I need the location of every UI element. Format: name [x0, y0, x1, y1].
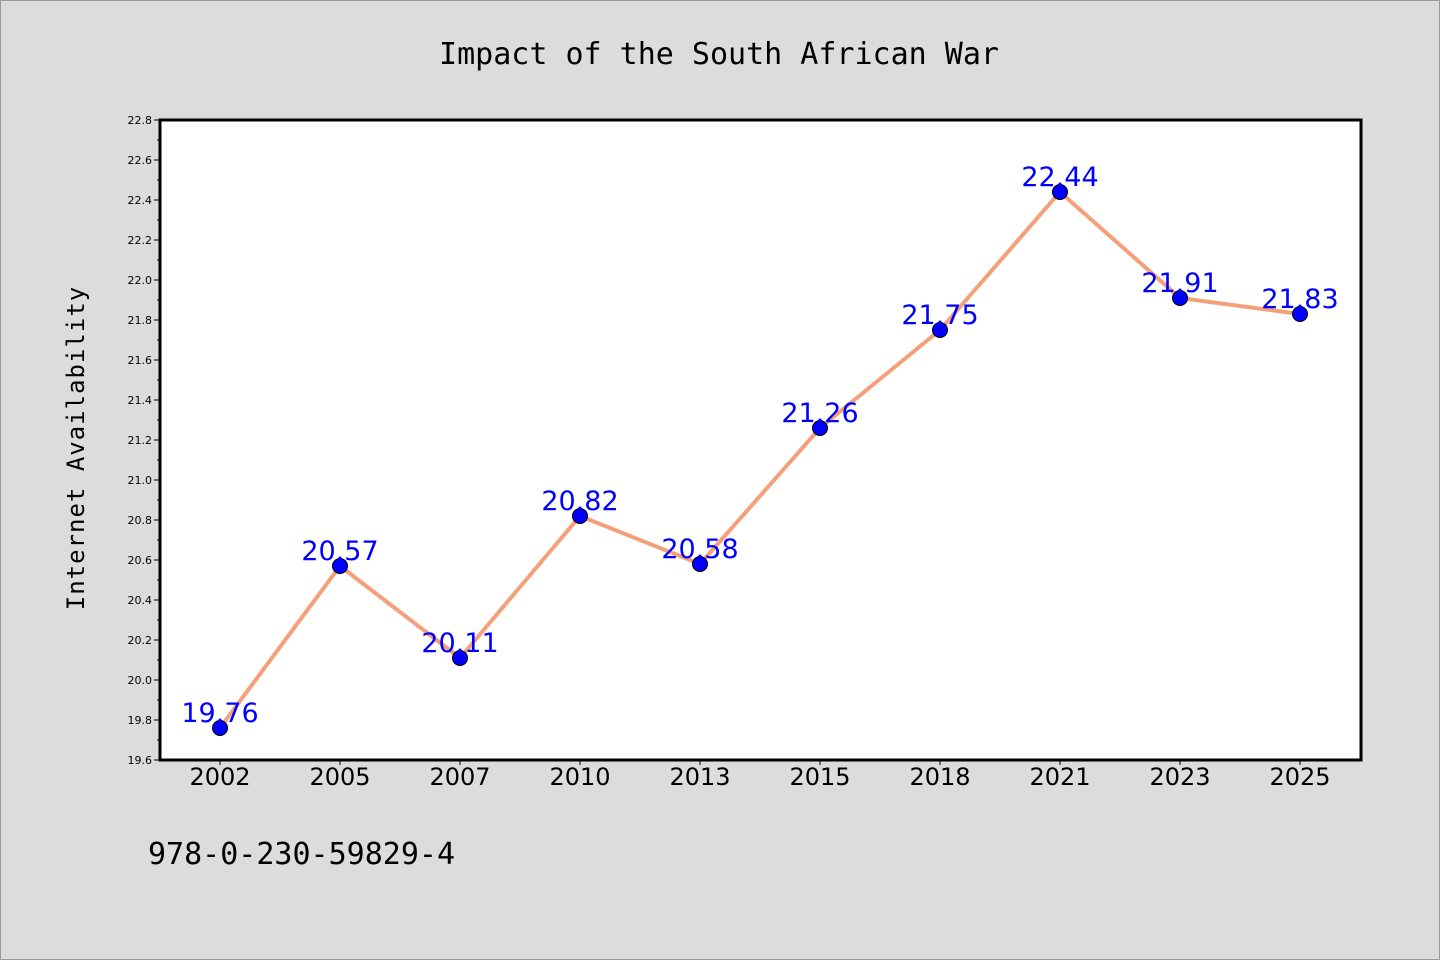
plot-area: [160, 120, 1361, 760]
y-tick-label: 19.6: [128, 754, 153, 767]
x-tick-label: 2013: [669, 763, 730, 791]
y-tick-label: 20.6: [128, 554, 153, 567]
data-label: 20.58: [661, 534, 738, 565]
data-point: [212, 720, 228, 736]
y-tick-label: 22.4: [128, 194, 153, 207]
y-tick-label: 20.2: [128, 634, 153, 647]
chart-title: Impact of the South African War: [439, 37, 999, 72]
data-label: 20.57: [301, 536, 378, 567]
data-label: 21.91: [1141, 268, 1218, 299]
isbn-footer: 978-0-230-59829-4: [148, 837, 455, 872]
y-axis-ticks: 19.6 19.8 20.0 20.2 20.4 20.6 20.8 21.0 21.2 21.4…: [128, 114, 160, 767]
data-point: [332, 558, 348, 574]
x-tick-label: 2021: [1029, 763, 1090, 791]
data-point: [1052, 184, 1068, 200]
y-tick-label: 20.4: [128, 594, 153, 607]
x-tick-label: 2010: [549, 763, 610, 791]
y-axis-label: Internet Availability: [62, 286, 90, 610]
x-tick-label: 2015: [789, 763, 850, 791]
data-label: 21.83: [1261, 284, 1338, 315]
y-tick-label: 22.8: [128, 114, 153, 127]
plot-border: [158, 118, 1363, 762]
series-group: 19.76 20.57 20.11 20.82 20.58 21.26 21.75 22.44…: [181, 162, 1339, 736]
y-tick-label: 21.0: [128, 474, 153, 487]
y-tick-label: 21.6: [128, 354, 153, 367]
y-tick-label: 20.0: [128, 674, 153, 687]
y-tick-label: 19.8: [128, 714, 153, 727]
x-tick-label: 2005: [309, 763, 370, 791]
data-point: [812, 420, 828, 436]
x-tick-label: 2018: [909, 763, 970, 791]
x-tick-label: 2023: [1149, 763, 1210, 791]
data-point: [1292, 306, 1308, 322]
data-label: 21.26: [781, 398, 858, 429]
data-label: 20.82: [541, 486, 618, 517]
series-line: [218, 190, 1301, 730]
y-tick-label: 22.6: [128, 154, 153, 167]
y-tick-label: 22.0: [128, 274, 153, 287]
data-point: [452, 650, 468, 666]
y-tick-label: 20.8: [128, 514, 153, 527]
x-tick-label: 2002: [189, 763, 250, 791]
y-tick-label: 21.8: [128, 314, 153, 327]
data-label: 22.44: [1021, 162, 1098, 193]
y-tick-label: 21.2: [128, 434, 153, 447]
x-axis-ticks: 2002 2005 2007 2010 2013 2015 2018 2021 2023 2025: [189, 760, 1331, 791]
data-point: [1172, 290, 1188, 306]
x-tick-label: 2007: [429, 763, 490, 791]
data-label: 21.75: [901, 300, 978, 331]
y-tick-label: 21.4: [128, 394, 153, 407]
data-point: [572, 508, 588, 524]
data-label: 19.76: [181, 698, 258, 729]
data-label: 20.11: [421, 628, 498, 659]
data-point: [692, 556, 708, 572]
data-point: [932, 322, 948, 338]
x-tick-label: 2025: [1269, 763, 1330, 791]
y-tick-label: 22.2: [128, 234, 153, 247]
